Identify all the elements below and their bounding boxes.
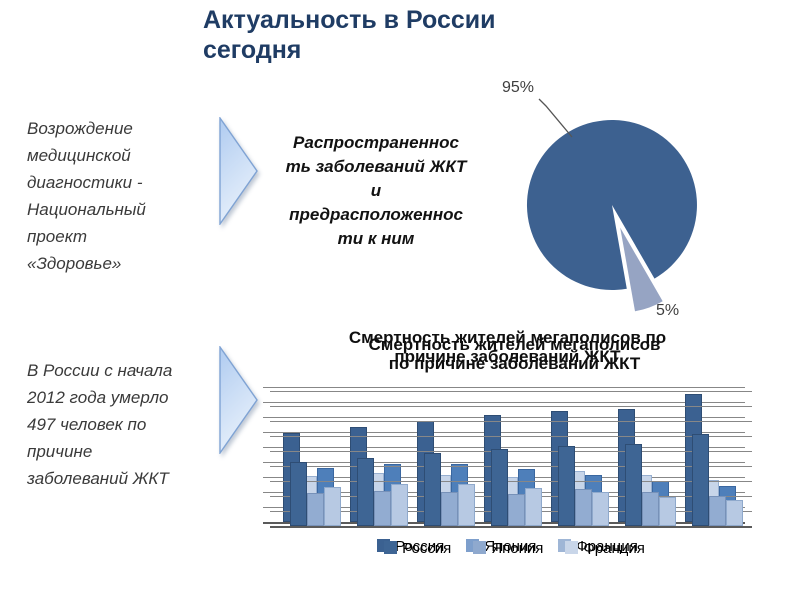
pie-slice-95 [526,120,697,291]
text-block-national-project: Возрождение медицинской диагностики - На… [27,119,146,273]
legend-label: Франция [583,540,645,557]
pie-label-5: 5% [656,302,680,319]
gridline [270,451,752,452]
gridline [270,421,752,422]
right-arrow-icon [219,346,258,454]
bar-Япония [575,489,592,526]
bar-Япония [374,491,391,526]
bar-Россия [558,446,575,526]
gridline [270,436,752,437]
gridline [263,387,745,388]
text-block-mortality-2012: В России с начала 2012 года умерло 497 ч… [27,361,173,488]
right-arrow-icon [219,117,258,225]
bar-chart-title: Смертность жителей мегаполисов по причин… [348,328,667,366]
legend-item: Франция [565,540,645,557]
bar-chart: Смертность жителей мегаполисов по причин… [255,322,767,584]
pie-chart-caption: Распространеннос ть заболеваний ЖКТ и пр… [285,133,467,248]
bar-Франция [592,492,609,526]
bar-Россия [491,449,508,526]
bar-Франция [391,484,408,526]
bar-Япония [441,492,458,526]
bar-Франция [324,487,341,526]
gridline [270,391,752,392]
bar-plot-front [270,391,752,528]
bar-Япония [709,496,726,526]
legend-label: Япония [491,540,544,557]
pie-chart: 95% 5% [495,75,745,327]
legend-label: Россия [402,540,452,557]
bar-Россия [357,458,374,526]
bar-chart-title-duplicate: Смертность жителей мегаполисов по причин… [368,335,661,373]
bar-Россия [290,462,307,526]
gridline [270,481,752,482]
bar-Россия [424,453,441,526]
pie-label-95: 95% [502,79,535,96]
gridline [263,432,745,433]
bar-Япония [508,494,525,526]
bar-Франция [525,488,542,526]
bar-chart-layer-front: Смертность жителей мегаполисов по причин… [262,326,767,581]
bar-legend-back: Россия Япония Франция [255,538,760,555]
gridline [270,406,752,407]
bar-Япония [307,493,324,526]
bar-legend-front: Россия Япония Франция [262,540,767,557]
leader-line [538,98,573,138]
pie-chart-canvas [526,98,697,312]
bar-Япония [642,492,659,526]
bar-Франция [659,497,676,526]
bar-Франция [726,500,743,526]
slide-title: Актуальность в России сегодня [203,6,496,64]
legend-label: Франция [576,538,638,555]
legend-label: Япония [484,538,537,555]
bar-Россия [625,444,642,526]
bar-Россия [692,434,709,526]
legend-swatch-icon [473,541,487,554]
legend-swatch-icon [565,541,579,554]
gridline [270,466,752,467]
gridline [263,417,745,418]
bar-Франция [458,484,475,526]
legend-item: Россия [384,540,451,557]
pie-slice-5 [620,227,663,312]
gridline [263,402,745,403]
legend-item: Япония [473,540,543,557]
legend-label: Россия [395,538,445,555]
gridline [263,447,745,448]
legend-swatch-icon [384,541,398,554]
